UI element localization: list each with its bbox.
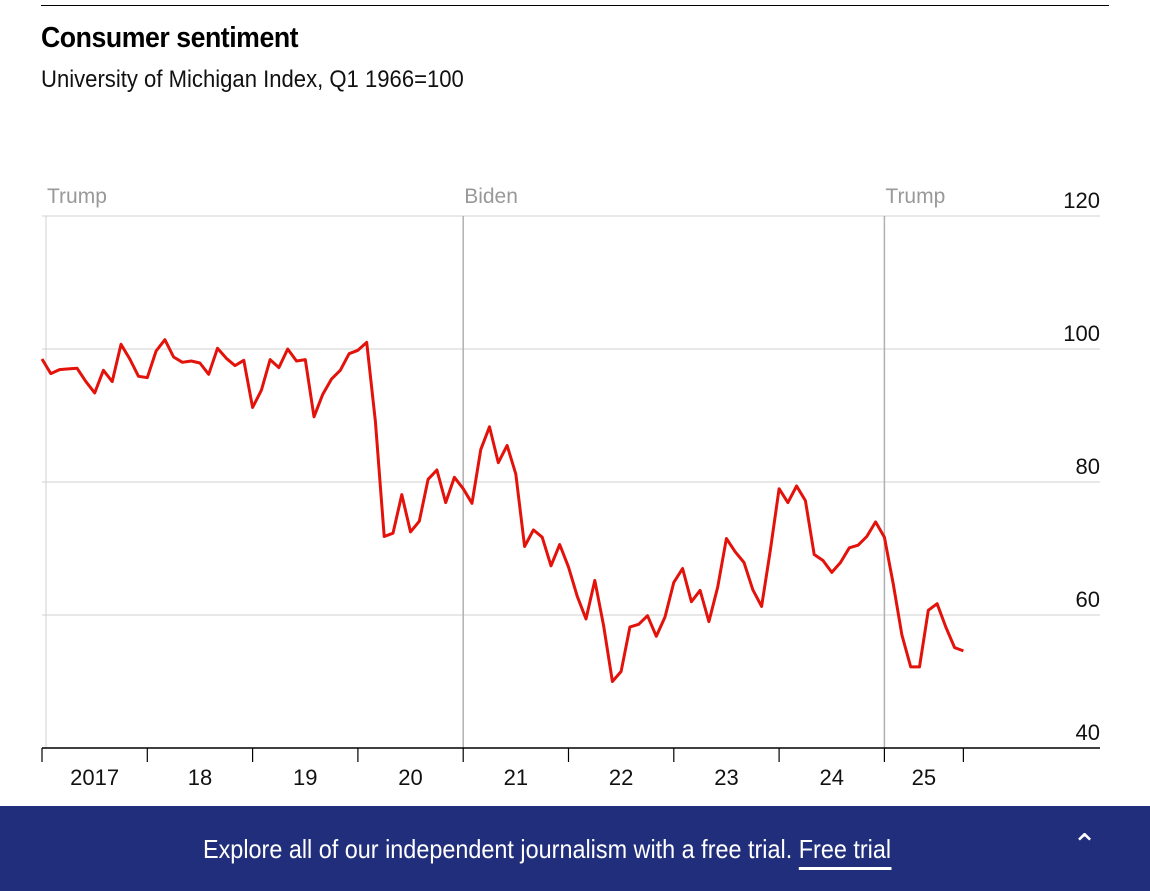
x-tick-label: 23 bbox=[714, 765, 738, 790]
term-label: Trump bbox=[47, 185, 107, 208]
free-trial-link[interactable]: Free trial bbox=[798, 834, 892, 870]
term-label: Trump bbox=[885, 185, 945, 208]
x-tick-label: 25 bbox=[912, 765, 936, 790]
x-tick-label: 19 bbox=[293, 765, 317, 790]
line-chart: 120 100 80 60 40 Trump Biden Trump 2017 18 19 20 21 2… bbox=[40, 185, 1100, 790]
y-tick-label: 60 bbox=[1076, 587, 1100, 612]
term-label: Biden bbox=[464, 185, 518, 208]
x-tick-label: 18 bbox=[188, 765, 212, 790]
x-tick-label: 21 bbox=[504, 765, 528, 790]
y-tick-label: 100 bbox=[1063, 321, 1100, 346]
banner-message: Explore all of our independent journalis… bbox=[203, 834, 892, 870]
banner-text: Explore all of our independent journalis… bbox=[203, 834, 793, 864]
top-rule bbox=[41, 5, 1109, 6]
chart-subtitle: University of Michigan Index, Q1 1966=10… bbox=[41, 66, 464, 93]
sentiment-line bbox=[40, 338, 964, 683]
x-tick-label: 20 bbox=[398, 765, 422, 790]
y-tick-label: 40 bbox=[1076, 720, 1100, 745]
chevron-up-icon[interactable]: ⌃ bbox=[1072, 829, 1098, 862]
x-tick-label: 22 bbox=[609, 765, 633, 790]
chart-title: Consumer sentiment bbox=[41, 22, 299, 54]
y-tick-label: 80 bbox=[1076, 454, 1100, 479]
x-tick-label: 24 bbox=[820, 765, 844, 790]
free-trial-banner: Explore all of our independent journalis… bbox=[0, 806, 1150, 891]
x-tick-label: 2017 bbox=[70, 765, 119, 790]
y-tick-label: 120 bbox=[1063, 188, 1100, 213]
